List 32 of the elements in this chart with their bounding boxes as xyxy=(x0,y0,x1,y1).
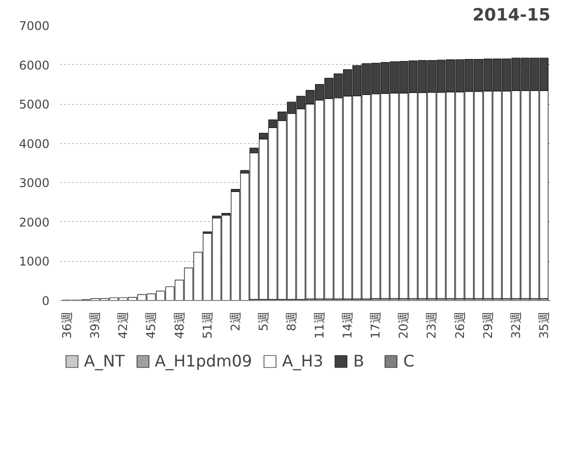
x-tick-label: 29週 xyxy=(480,311,495,339)
x-tick-label: 20週 xyxy=(396,311,411,339)
legend-label: C xyxy=(403,352,416,370)
x-tick-label: 32週 xyxy=(508,311,523,339)
chart-title: 2014-15 xyxy=(472,6,551,26)
x-tick-label: 48週 xyxy=(172,311,186,339)
y-tick-label: 7000 xyxy=(18,19,50,33)
x-tick-label: 2週 xyxy=(228,311,242,332)
x-tick-label: 39週 xyxy=(88,311,102,339)
x-tick-label: 42週 xyxy=(116,311,130,339)
legend-label: A_H1pdm09 xyxy=(154,352,252,370)
y-tick-label: 5000 xyxy=(18,98,50,112)
x-tick-label: 14週 xyxy=(340,311,355,339)
x-tick-label: 35週 xyxy=(536,311,551,339)
y-tick-label: 0 xyxy=(42,294,50,308)
y-tick-label: 3000 xyxy=(18,176,50,190)
y-tick-label: 4000 xyxy=(18,136,50,151)
x-tick-label: 26週 xyxy=(452,311,467,339)
y-tick-label: 2000 xyxy=(18,215,50,230)
legend-label: A_H3 xyxy=(282,352,324,370)
y-tick-label: 1000 xyxy=(18,254,50,269)
x-tick-label: 11週 xyxy=(312,311,327,339)
x-tick-label: 45週 xyxy=(144,311,158,339)
x-tick-label: 36週 xyxy=(60,311,74,339)
x-tick-label: 8週 xyxy=(284,311,298,332)
x-tick-label: 5週 xyxy=(256,311,270,332)
x-tick-label: 23週 xyxy=(424,311,439,339)
y-tick-label: 6000 xyxy=(18,58,50,72)
x-tick-label: 17週 xyxy=(368,311,383,339)
x-tick-label: 51週 xyxy=(200,311,214,339)
legend-label: A_NT xyxy=(84,352,125,370)
legend-label: B xyxy=(353,352,366,370)
